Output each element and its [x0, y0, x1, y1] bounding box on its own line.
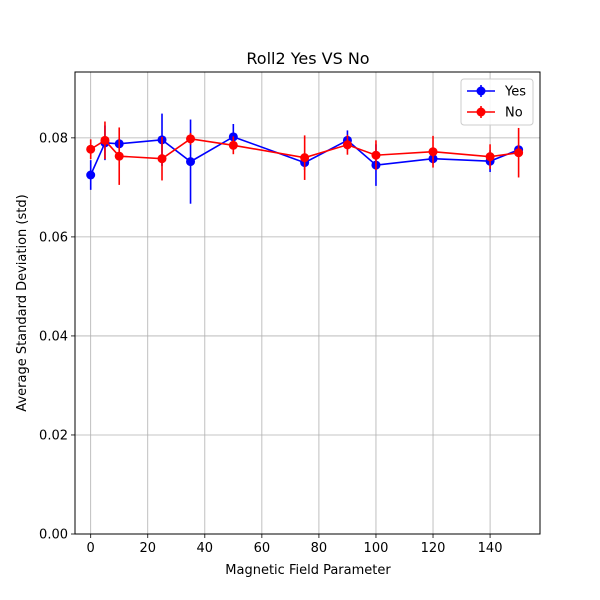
x-tick-label: 140	[478, 541, 503, 556]
x-tick-label: 80	[311, 541, 328, 556]
series-no	[86, 121, 524, 185]
data-point	[342, 140, 352, 150]
ticks-layer: 0 20 40 60 80 100 120 140 0.00 0.02 0.04 0.06 0.08	[39, 131, 502, 556]
data-point	[86, 144, 96, 154]
legend: Yes No	[460, 78, 534, 126]
y-tick-label: 0.08	[39, 131, 68, 146]
x-axis-label: Magnetic Field Parameter	[225, 563, 391, 578]
data-point	[428, 147, 438, 157]
data-point	[186, 157, 196, 167]
x-tick-label: 20	[139, 541, 156, 556]
x-tick-label: 0	[87, 541, 95, 556]
chart-title: Roll2 Yes VS No	[246, 49, 369, 68]
legend-label: No	[505, 106, 523, 121]
series-layer	[86, 113, 524, 204]
data-point	[114, 151, 124, 161]
x-tick-label: 120	[421, 541, 446, 556]
x-tick-label: 40	[197, 541, 214, 556]
data-point	[86, 170, 96, 180]
y-axis-label: Average Standard Deviation (std)	[15, 194, 30, 411]
y-tick-label: 0.02	[39, 428, 68, 443]
x-tick-label: 60	[254, 541, 271, 556]
data-point	[485, 152, 495, 162]
legend-item-no: No	[467, 106, 523, 121]
data-point	[157, 154, 167, 164]
legend-item-yes: Yes	[467, 85, 526, 100]
data-point	[371, 150, 381, 160]
y-tick-label: 0.00	[39, 528, 68, 543]
legend-label: Yes	[504, 85, 526, 100]
data-point	[186, 134, 196, 144]
y-tick-label: 0.06	[39, 230, 68, 245]
x-tick-label: 100	[364, 541, 389, 556]
legend-marker	[476, 86, 486, 96]
legend-marker	[476, 107, 486, 117]
data-point	[300, 153, 310, 163]
plot-area-frame	[74, 71, 541, 535]
data-point	[100, 135, 110, 145]
y-tick-label: 0.04	[39, 329, 68, 344]
data-point	[228, 140, 238, 150]
data-point	[514, 148, 524, 158]
